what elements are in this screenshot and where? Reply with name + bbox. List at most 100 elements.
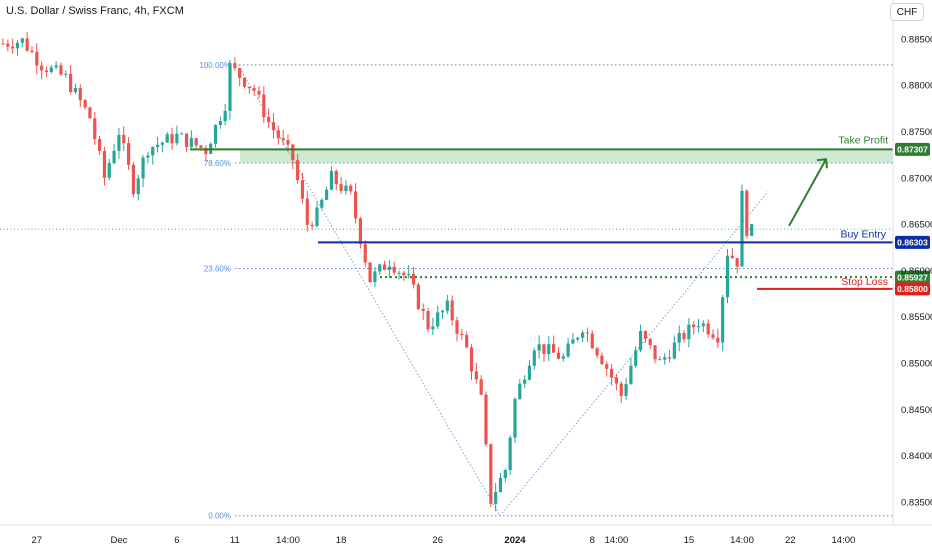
candle-body xyxy=(136,178,140,195)
candle-body xyxy=(358,218,363,245)
fib-level-label: 78.60% xyxy=(204,159,231,168)
candle-body xyxy=(276,130,280,139)
candle-body xyxy=(204,147,208,154)
candle-body xyxy=(721,297,725,343)
candle-body xyxy=(667,357,672,359)
fib-trendline xyxy=(499,191,769,516)
candle-body xyxy=(508,437,512,470)
candle-body xyxy=(532,350,536,366)
candle-body xyxy=(170,134,174,144)
candle-body xyxy=(735,258,739,267)
price-badge-label: 0.85927 xyxy=(897,272,928,282)
candle-body xyxy=(638,331,643,351)
candle-body xyxy=(552,344,556,353)
price-tick-label: 0.87500 xyxy=(901,127,932,138)
candle-body xyxy=(445,300,449,311)
candle-body xyxy=(223,110,227,122)
candle-body xyxy=(484,394,488,445)
candles xyxy=(1,32,754,512)
candle-body xyxy=(440,310,445,313)
candle-body xyxy=(740,190,744,267)
candle-body xyxy=(648,338,652,346)
candle-body xyxy=(98,138,102,151)
candle-body xyxy=(54,65,58,68)
candle-body xyxy=(247,86,251,89)
arrow-line xyxy=(788,158,827,227)
price-badge xyxy=(895,235,930,249)
candle-body xyxy=(315,207,319,227)
time-tick-label: 14:00 xyxy=(276,535,300,546)
candle-body xyxy=(711,334,715,338)
candle-body xyxy=(397,272,401,274)
candle-body xyxy=(102,150,107,178)
candle-body xyxy=(542,344,546,355)
candle-body xyxy=(281,138,285,141)
candle-body xyxy=(325,189,329,200)
candle-body xyxy=(334,170,338,185)
candle-body xyxy=(513,398,517,438)
fib-level-label: 0.00% xyxy=(208,512,231,521)
candle-body xyxy=(566,343,570,357)
currency-button[interactable]: CHF xyxy=(890,3,924,21)
candle-body xyxy=(576,337,580,340)
candle-body xyxy=(286,140,290,145)
candle-body xyxy=(155,144,160,148)
time-axis: 27 Dec 6 11 14:00 18 26 2024 8 14:00 15 14:00 22 14:0… xyxy=(0,524,932,546)
candle-body xyxy=(411,273,416,285)
candle-body xyxy=(242,78,247,87)
candle-body xyxy=(556,352,561,359)
candle-body xyxy=(619,383,623,396)
trade-levels: Take Profit Buy Entry Stop Loss 0.87307 0.86… xyxy=(190,134,930,296)
level-name-label: Buy Entry xyxy=(840,228,886,240)
candle-body xyxy=(189,138,193,147)
candle-body xyxy=(40,65,44,71)
price-tick-label: 0.88000 xyxy=(901,81,932,92)
candle-body xyxy=(460,333,464,336)
candle-body xyxy=(180,133,184,135)
fib-zone xyxy=(240,150,893,163)
candle-body xyxy=(35,51,39,66)
candle-body xyxy=(455,320,459,334)
price-badge-label: 0.87307 xyxy=(897,145,928,155)
candle-body xyxy=(590,333,594,349)
candle-body xyxy=(663,357,667,360)
candle-body xyxy=(687,324,691,340)
price-badge xyxy=(895,142,930,156)
price-tick-label: 0.84000 xyxy=(901,451,932,462)
candle-body xyxy=(175,133,179,144)
candle-body xyxy=(479,379,483,395)
candle-body xyxy=(64,73,68,75)
candle-body xyxy=(498,477,503,493)
candle-body xyxy=(25,38,29,51)
candle-body xyxy=(450,300,454,321)
candle-body xyxy=(49,67,53,73)
candle-body xyxy=(107,163,111,178)
candle-body xyxy=(643,331,647,339)
candle-body xyxy=(15,42,20,49)
candle-body xyxy=(503,469,507,478)
candle-body xyxy=(6,43,10,47)
candle-body xyxy=(363,244,367,263)
time-tick-label: 2024 xyxy=(504,535,526,546)
candle-body xyxy=(382,264,387,270)
candle-body xyxy=(658,359,662,361)
candle-body xyxy=(199,145,203,148)
candle-body xyxy=(353,191,358,219)
candle-body xyxy=(213,125,218,144)
time-tick-label: 14:00 xyxy=(730,535,754,546)
candle-body xyxy=(368,262,372,283)
candle-body xyxy=(561,356,565,359)
candle-body xyxy=(407,273,411,276)
candle-body xyxy=(233,63,237,69)
candle-body xyxy=(83,100,87,108)
candle-body xyxy=(605,364,609,369)
time-tick-label: 14:00 xyxy=(605,535,629,546)
candle-body xyxy=(518,383,522,399)
candle-body xyxy=(69,73,73,92)
candle-body xyxy=(595,348,599,356)
price-tick-label: 0.84500 xyxy=(901,405,932,416)
candle-body xyxy=(402,272,406,276)
price-badge xyxy=(895,282,930,296)
candle-body xyxy=(184,133,189,147)
